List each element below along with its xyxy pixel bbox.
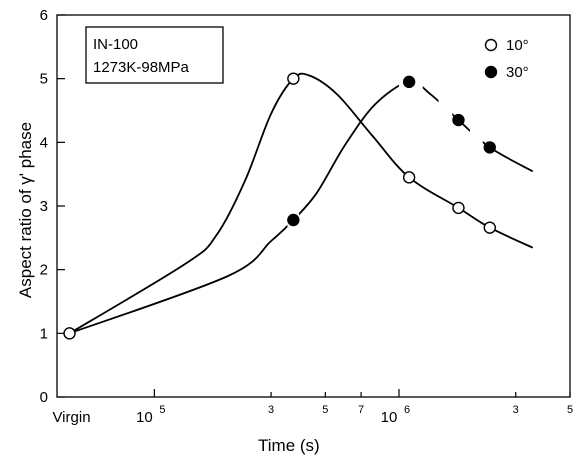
y-tick-label: 2	[40, 262, 48, 279]
annotation-line-2: 1273K-98MPa	[93, 59, 190, 76]
data-point-open	[402, 171, 416, 184]
legend-label-30: 30°	[506, 64, 529, 81]
data-point-filled	[402, 75, 416, 89]
x-tick-label: 10	[381, 409, 398, 426]
y-axis-title: Aspect ratio of γ' phase	[16, 122, 35, 298]
y-tick-label: 0	[40, 389, 48, 406]
x-tick-label: 5	[567, 404, 573, 416]
legend-label-10: 10°	[506, 37, 529, 54]
legend-open-circle-icon	[484, 38, 498, 52]
x-tick-label: 5	[322, 404, 328, 416]
data-point-filled	[287, 213, 300, 227]
x-tick-label: 7	[358, 404, 364, 416]
tick-marks	[57, 14, 571, 398]
y-tick-label: 6	[40, 7, 48, 24]
legend-filled-circle-icon	[484, 65, 498, 79]
data-point-open	[287, 72, 300, 85]
legend: 10° 30°	[484, 37, 529, 81]
data-point-filled	[483, 141, 496, 154]
data-point-open	[452, 201, 465, 215]
x-axis-title: Time (s)	[258, 436, 320, 455]
tick-labels: 0 1 2 3 4 5 6 Virgin 10 5 3 5 7 10 6 3 5	[40, 7, 573, 426]
y-tick-label: 5	[40, 71, 48, 88]
x-tick-label-exponent: 6	[404, 404, 410, 416]
data-point-open	[63, 327, 76, 340]
y-tick-label: 4	[40, 134, 48, 151]
x-tick-label-virgin: Virgin	[52, 409, 90, 426]
annotation-box: IN-100 1273K-98MPa	[85, 26, 224, 84]
x-tick-label: 3	[513, 404, 519, 416]
annotation-line-1: IN-100	[93, 36, 138, 53]
y-tick-label: 1	[40, 325, 48, 342]
y-tick-label: 3	[40, 198, 48, 215]
data-point-open	[483, 221, 496, 234]
data-markers	[63, 72, 496, 340]
x-tick-label: 3	[268, 404, 274, 416]
x-tick-label: 10	[136, 409, 153, 426]
x-tick-label-exponent: 5	[159, 404, 165, 416]
data-point-filled	[452, 113, 465, 127]
annotation-box-border	[85, 26, 224, 84]
